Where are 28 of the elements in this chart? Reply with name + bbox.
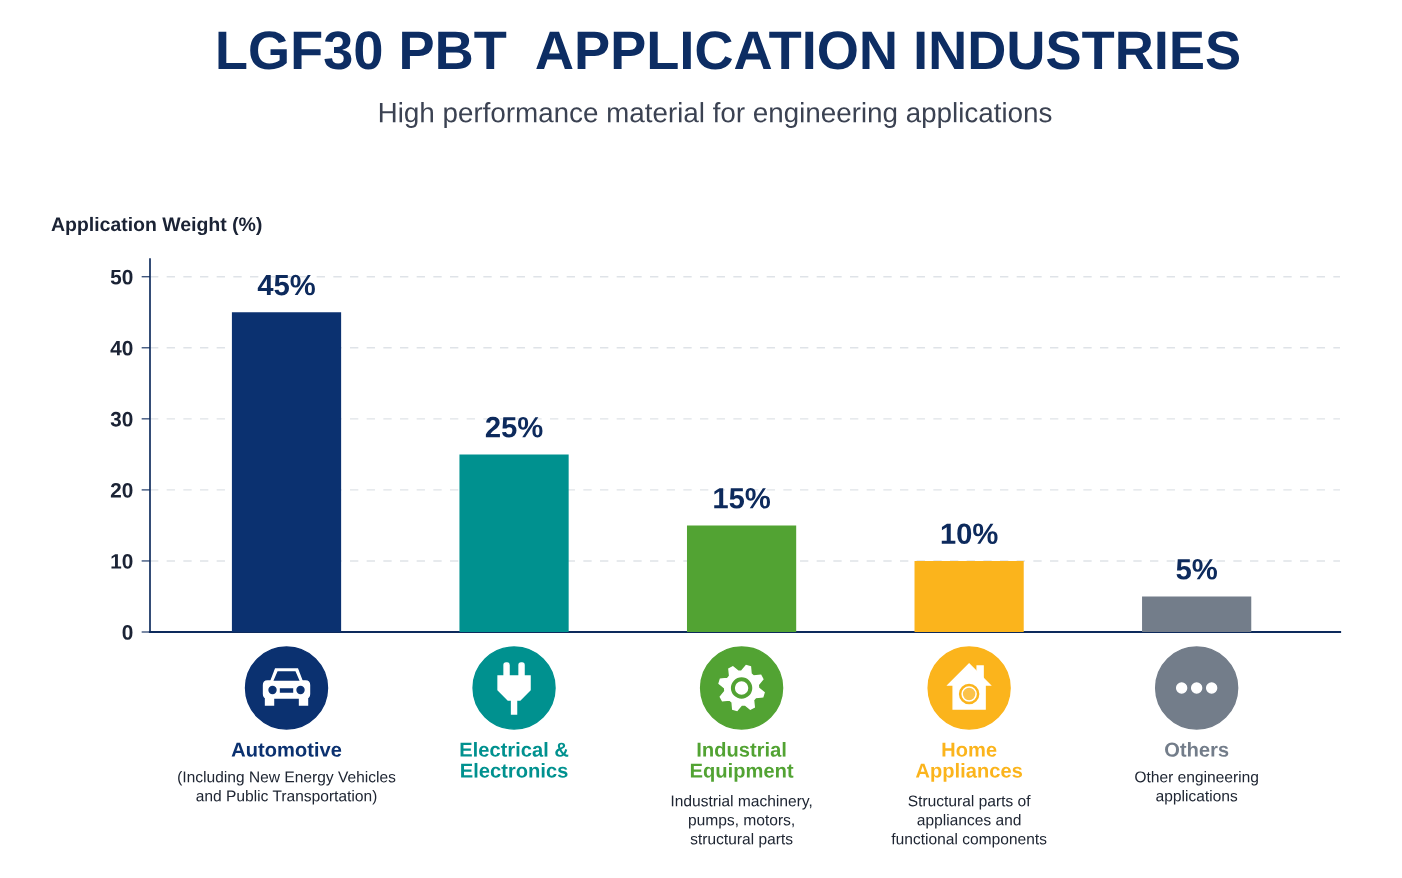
x-tick-label: Others xyxy=(1165,742,1229,757)
data-label: 5% xyxy=(1176,559,1217,580)
bar xyxy=(459,454,569,632)
x-tick-label: Electrical & Electronics xyxy=(460,742,569,778)
text: Other engineering applications xyxy=(1135,771,1258,805)
text: Industrial machinery, pumps, motors, structural parts xyxy=(671,795,812,848)
bar xyxy=(686,525,797,632)
y-axis-title: Application Weight (%) xyxy=(51,216,262,236)
bar xyxy=(231,312,342,632)
x-tick-label: Home Appliances xyxy=(915,742,1023,782)
y-tick-label: 30 xyxy=(110,411,133,427)
data-label: 10% xyxy=(941,523,998,545)
x-tick-label: Industrial Equipment xyxy=(690,742,794,782)
y-tick-label: 50 xyxy=(110,269,133,285)
data-label: 25% xyxy=(485,416,543,438)
y-tick-label: 0 xyxy=(122,625,133,640)
bar xyxy=(914,560,1024,632)
chart-title: LGF30 PBT APPLICATION INDUSTRIES xyxy=(218,31,1240,70)
y-tick-label: 20 xyxy=(110,482,133,498)
chart-subtitle: High performance material for engineering applications xyxy=(379,102,1052,128)
data-label: 45% xyxy=(257,274,315,296)
data-label: 15% xyxy=(714,487,771,509)
text: (Including New Energy Vehicles and Public Transportation) xyxy=(178,771,396,805)
y-tick-label: 40 xyxy=(110,340,133,356)
bar xyxy=(1142,596,1252,632)
y-tick-label: 10 xyxy=(111,553,133,569)
text: Structural parts of appliances and functional components xyxy=(891,795,1047,848)
x-tick-label: Automotive xyxy=(231,742,342,757)
